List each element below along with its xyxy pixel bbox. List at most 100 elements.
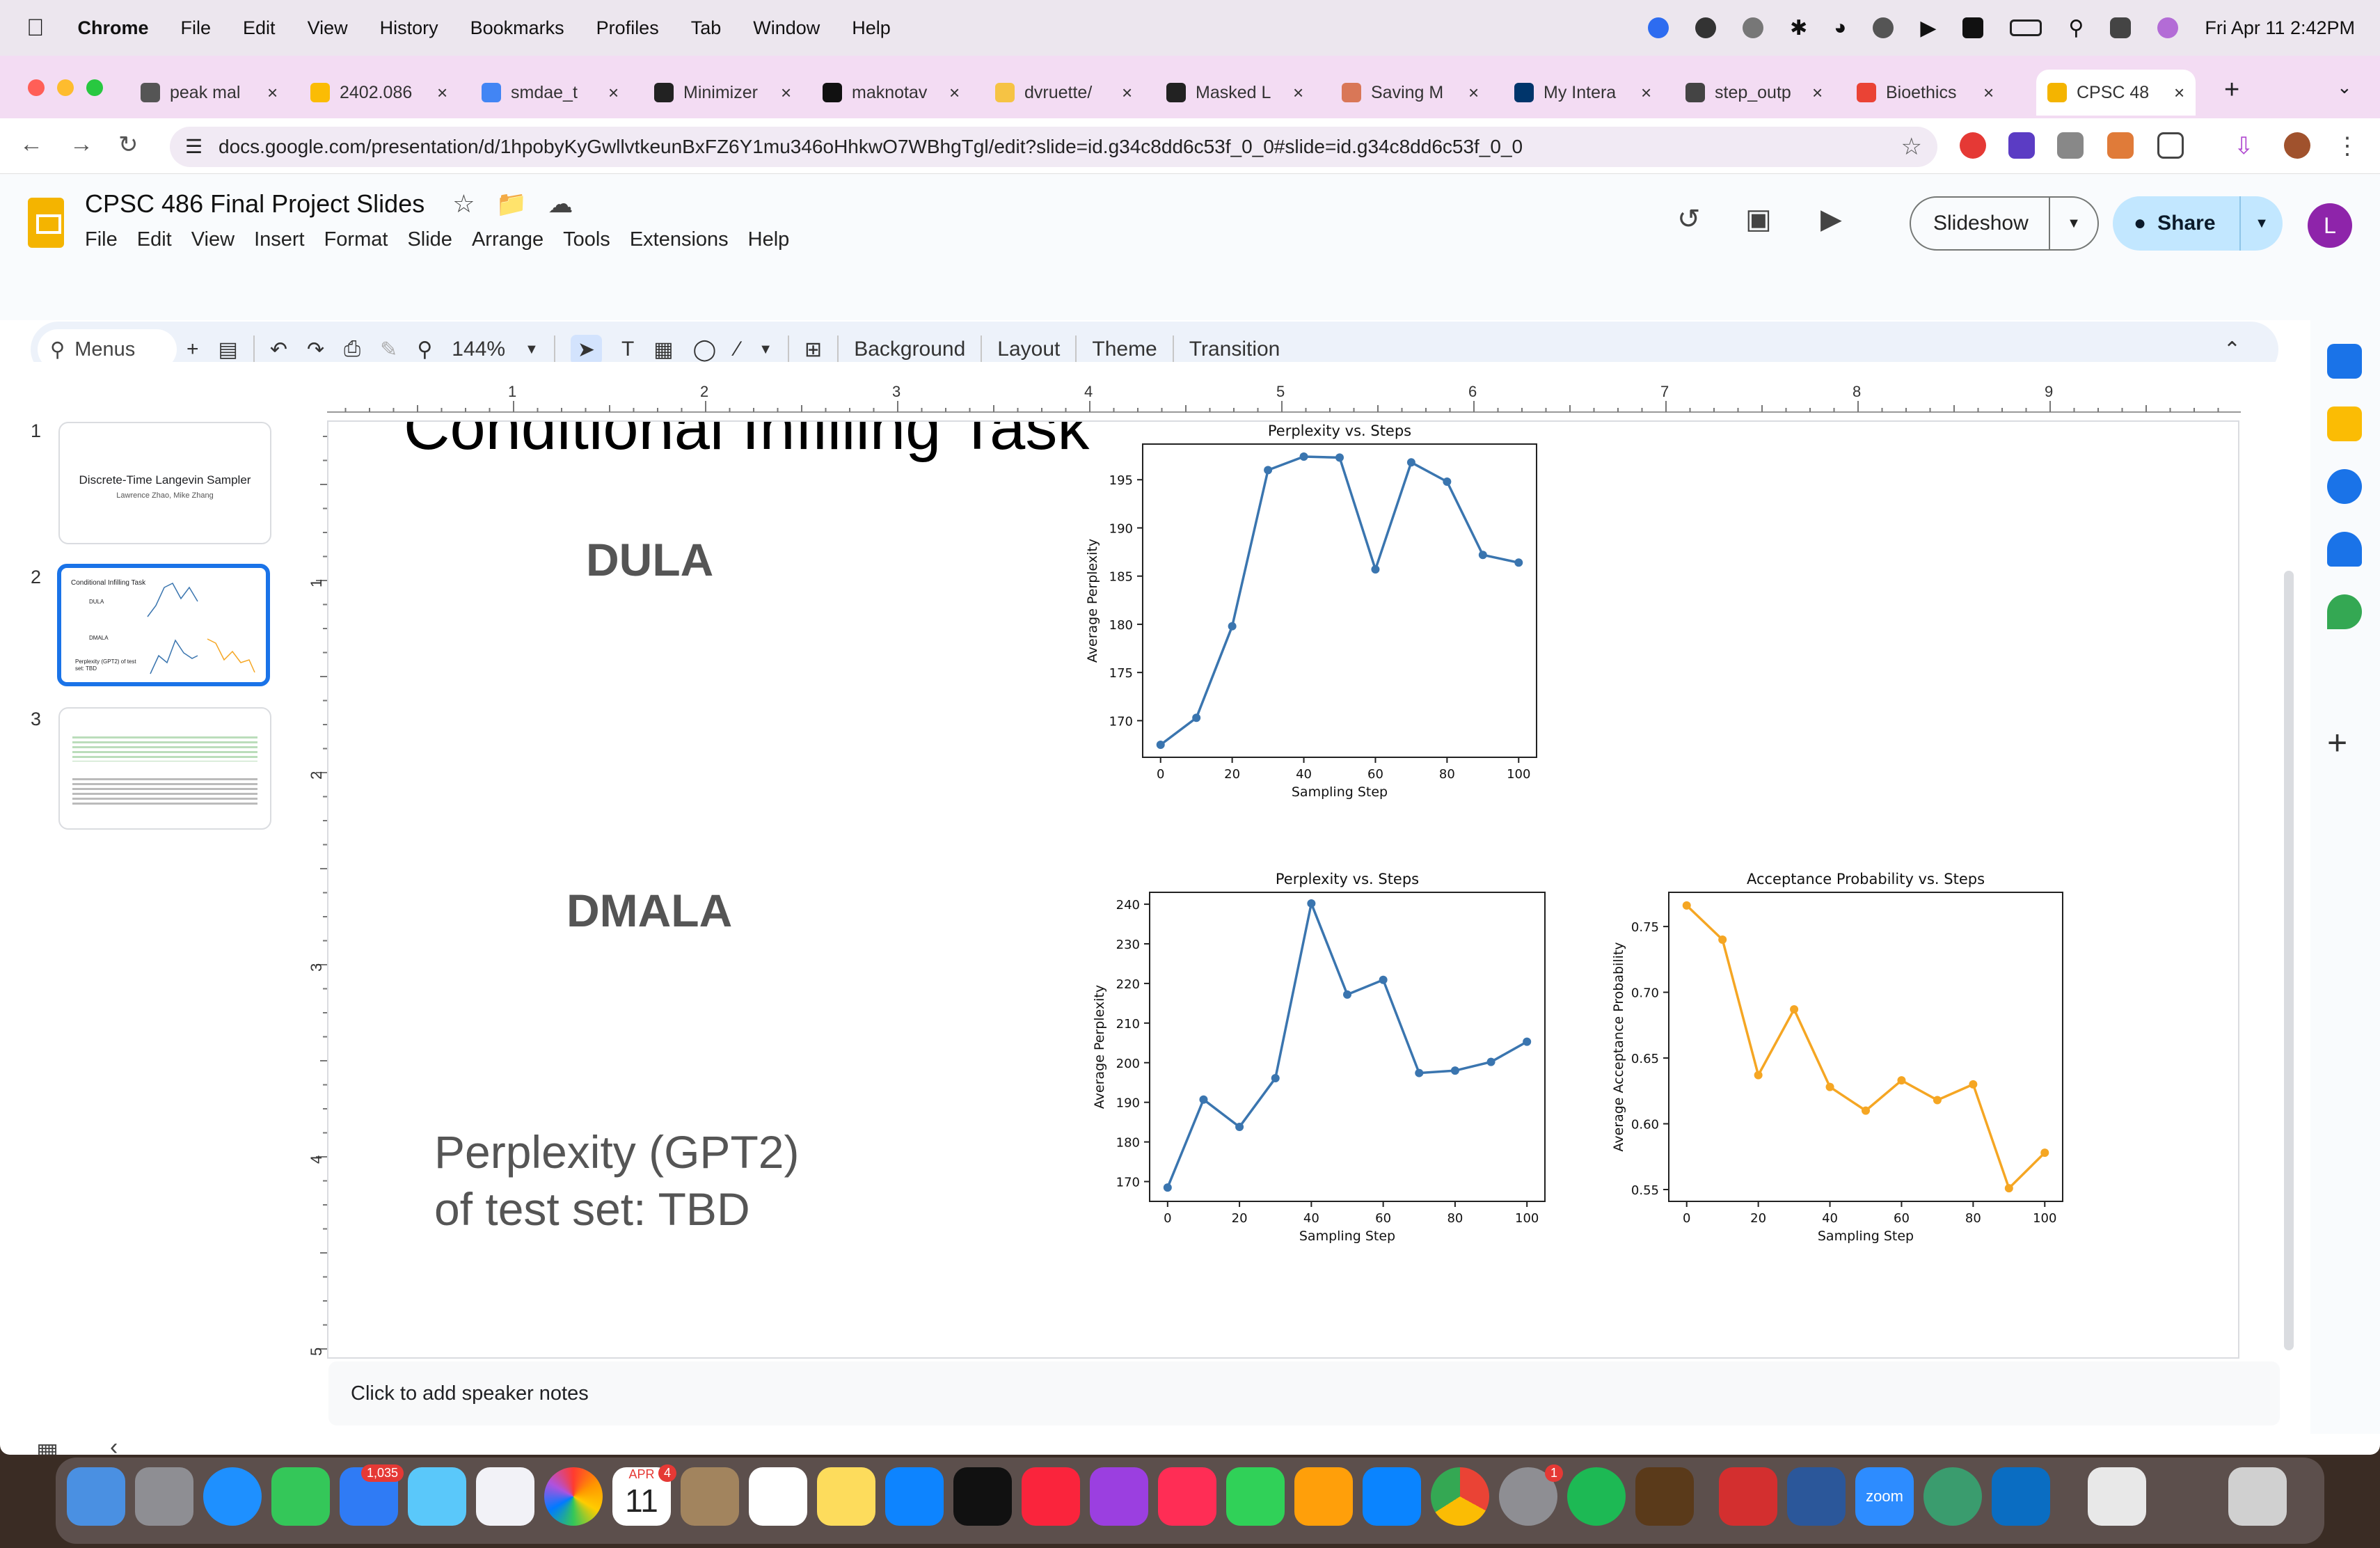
browser-tab[interactable]: Minimizer × — [643, 70, 802, 116]
browser-tab[interactable]: CPSC 48 × — [2036, 70, 2196, 116]
download-icon[interactable]: ⇩ — [2234, 133, 2254, 159]
insert-image-icon[interactable]: ▦ — [653, 338, 674, 361]
downloads-stack-icon[interactable] — [2088, 1467, 2146, 1526]
menu-format[interactable]: Format — [324, 228, 388, 251]
close-tab-icon[interactable]: × — [1293, 81, 1304, 103]
slide-thumbnail-1[interactable]: Discrete-Time Langevin Sampler Lawrence … — [58, 422, 271, 544]
forward-arrow-icon[interactable]: → — [70, 131, 93, 157]
zoom-window-button[interactable] — [86, 79, 103, 96]
bluetooth-icon[interactable]: ✱ — [1790, 16, 1808, 40]
close-tab-icon[interactable]: × — [1983, 81, 1994, 103]
keynote-icon[interactable] — [1363, 1467, 1421, 1526]
purple-extension-icon[interactable] — [2008, 132, 2035, 159]
slideshow-button[interactable]: Slideshow ▼ — [1910, 196, 2099, 251]
menubar-history[interactable]: History — [362, 17, 438, 38]
menu-file[interactable]: File — [85, 228, 118, 251]
news-icon[interactable] — [1158, 1467, 1216, 1526]
system-settings-icon[interactable]: 1 — [1499, 1464, 1563, 1526]
dula-perplexity-chart[interactable]: Perplexity vs. Steps 170 175 180 185 190 195 0 2… — [1066, 420, 1553, 810]
google-slides-logo-icon[interactable] — [28, 198, 64, 248]
app-store-icon[interactable] — [885, 1467, 944, 1526]
close-tab-icon[interactable]: × — [949, 81, 960, 103]
slide-thumbnail-2[interactable]: Conditional Infilling Task DULA DMALA Pe… — [57, 564, 270, 686]
vpn-icon[interactable] — [1743, 17, 1764, 38]
close-tab-icon[interactable]: × — [2174, 81, 2185, 103]
wifi-icon[interactable]: ◕ — [1834, 16, 1847, 39]
menu-tools[interactable]: Tools — [563, 228, 610, 251]
extensions-puzzle-icon[interactable] — [2157, 132, 2184, 159]
calendar-dock-icon[interactable]: APR 11 4 — [612, 1464, 676, 1526]
input-source-icon[interactable] — [1962, 17, 1984, 38]
browser-tab[interactable]: dvruette/ × — [984, 70, 1143, 116]
perplexity-text[interactable]: Perplexity (GPT2) of test set: TBD — [434, 1126, 800, 1235]
slide-title[interactable]: Conditional Infilling Task — [404, 420, 1090, 463]
redo-icon[interactable]: ↷ — [307, 338, 325, 361]
opera-extension-icon[interactable] — [1960, 132, 1986, 159]
undo-icon[interactable]: ↶ — [269, 338, 288, 361]
url-bar[interactable]: ☰ docs.google.com/presentation/d/1hpobyK… — [170, 127, 1937, 167]
close-tab-icon[interactable]: × — [1122, 81, 1133, 103]
spotlight-icon[interactable]: ⚲ — [2068, 16, 2084, 40]
messages-icon[interactable] — [271, 1467, 330, 1526]
collapse-filmstrip-icon[interactable]: ‹ — [110, 1434, 118, 1455]
menu-insert[interactable]: Insert — [254, 228, 305, 251]
star-icon[interactable]: ☆ — [452, 189, 475, 218]
music-icon[interactable] — [1022, 1467, 1080, 1526]
close-window-button[interactable] — [28, 79, 45, 96]
zoom-dropdown-icon[interactable]: ▼ — [525, 341, 539, 357]
vertical-scrollbar[interactable] — [2284, 571, 2294, 1350]
collapse-toolbar-chevron-icon[interactable]: ⌃ — [2223, 338, 2241, 361]
dmala-perplexity-chart[interactable]: Perplexity vs. Steps17018019020021022023… — [1087, 862, 1567, 1263]
comments-icon[interactable]: ▣ — [1745, 204, 1772, 235]
close-tab-icon[interactable]: × — [267, 81, 278, 103]
photos-icon[interactable] — [544, 1467, 603, 1526]
apple-tv-icon[interactable] — [953, 1467, 1012, 1526]
keep-icon[interactable] — [2327, 406, 2362, 441]
browser-tab[interactable]: Saving M × — [1331, 70, 1490, 116]
browser-tab[interactable]: peak mal × — [129, 70, 289, 116]
slideshow-dropdown-icon[interactable]: ▼ — [2049, 198, 2097, 249]
new-tab-plus-icon[interactable]: + — [2224, 75, 2240, 104]
layout-button[interactable]: Layout — [997, 338, 1061, 361]
siri-icon[interactable] — [2157, 17, 2179, 38]
speaker-notes[interactable]: Click to add speaker notes — [328, 1361, 2280, 1425]
calendar-icon[interactable] — [2327, 344, 2362, 379]
contacts-icon[interactable] — [2327, 532, 2362, 567]
notes-icon[interactable] — [817, 1467, 875, 1526]
chrome-menu-icon[interactable]: ⋮ — [2335, 133, 2359, 159]
play-icon[interactable]: ▶ — [1920, 16, 1937, 40]
apple-icon[interactable]:  — [26, 15, 45, 42]
transition-button[interactable]: Transition — [1189, 338, 1280, 361]
close-tab-icon[interactable]: × — [1812, 81, 1823, 103]
menu-extensions[interactable]: Extensions — [629, 228, 729, 251]
dmala-label[interactable]: DMALA — [566, 885, 733, 936]
tasks-icon[interactable] — [2327, 469, 2362, 504]
close-tab-icon[interactable]: × — [781, 81, 792, 103]
minimize-window-button[interactable] — [57, 79, 74, 96]
menu-slide[interactable]: Slide — [407, 228, 452, 251]
launchpad-icon[interactable] — [135, 1467, 193, 1526]
freeform-icon[interactable] — [476, 1467, 534, 1526]
zoom-icon[interactable]: ⚲ — [417, 338, 433, 361]
line-icon[interactable]: ∕ — [736, 338, 740, 361]
contacts-dock-icon[interactable] — [681, 1467, 739, 1526]
profile-avatar-icon[interactable] — [2284, 132, 2310, 159]
back-arrow-icon[interactable]: ← — [19, 131, 43, 157]
chrome-icon[interactable] — [1431, 1467, 1489, 1526]
new-slide-layout-icon[interactable]: ▤ — [218, 338, 238, 361]
share-button[interactable]: ● Share ▼ — [2113, 196, 2283, 251]
close-tab-icon[interactable]: × — [1468, 81, 1479, 103]
orange-extension-icon[interactable] — [2107, 132, 2134, 159]
grey-extension-icon[interactable] — [2057, 132, 2084, 159]
slide-thumbnail-3[interactable] — [58, 707, 271, 830]
close-tab-icon[interactable]: × — [437, 81, 448, 103]
menubar-clock[interactable]: Fri Apr 11 2:42PM — [2205, 17, 2355, 38]
menubar-view[interactable]: View — [289, 17, 348, 38]
browser-tab[interactable]: Masked L × — [1155, 70, 1315, 116]
bookmark-star-icon[interactable]: ☆ — [1901, 134, 1922, 160]
menu-help[interactable]: Help — [747, 228, 790, 251]
dmala-acceptance-chart[interactable]: Acceptance Probability vs. Steps 0.55 0.60… — [1581, 862, 2077, 1263]
maps-icon[interactable] — [2327, 594, 2362, 629]
menubar-help[interactable]: Help — [834, 17, 891, 38]
safari-icon[interactable] — [203, 1467, 262, 1526]
